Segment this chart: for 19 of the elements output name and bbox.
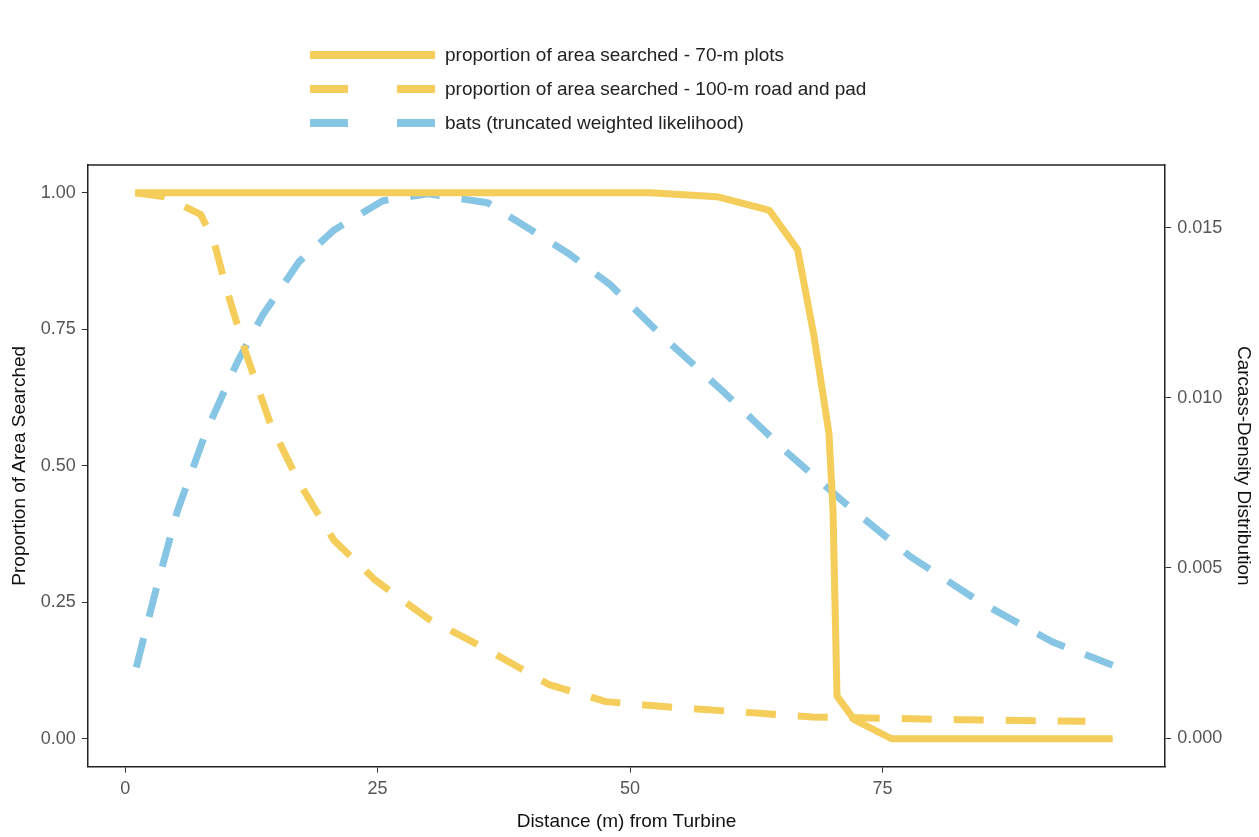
x-axis-title: Distance (m) from Turbine bbox=[516, 809, 737, 831]
y-tick-label: 0.25 bbox=[40, 591, 76, 612]
x-tick-label: 50 bbox=[620, 778, 641, 799]
y-tick-label: 0.00 bbox=[40, 727, 76, 748]
y-axis-title: Proportion of Area Searched bbox=[7, 345, 29, 586]
y-tick-label: 0.50 bbox=[40, 454, 76, 475]
x-tick-label: 75 bbox=[872, 778, 893, 799]
legend-label: proportion of area searched - 70-m plots bbox=[445, 44, 785, 66]
y2-axis-title: Carcass-Density Distribution bbox=[1234, 345, 1256, 586]
legend-label: bats (truncated weighted likelihood) bbox=[445, 112, 744, 134]
y2-tick-label: 0.005 bbox=[1177, 556, 1223, 577]
y2-tick-label: 0.010 bbox=[1177, 386, 1223, 407]
legend-label: proportion of area searched - 100-m road and pad bbox=[445, 78, 867, 100]
y-tick-label: 1.00 bbox=[40, 181, 76, 202]
x-tick-label: 25 bbox=[367, 778, 388, 799]
y-tick-label: 0.75 bbox=[40, 318, 76, 339]
y2-tick-label: 0.000 bbox=[1177, 727, 1223, 747]
y2-tick-label: 0.015 bbox=[1177, 216, 1223, 237]
x-tick-label: 0 bbox=[120, 778, 131, 799]
